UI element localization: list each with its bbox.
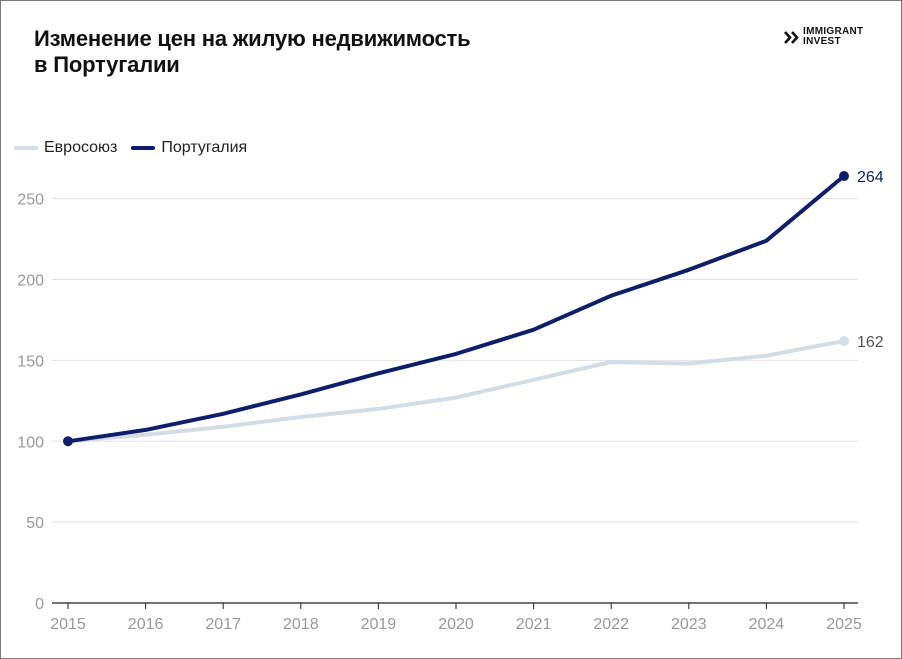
legend-item-eu: Евросоюз [14, 139, 117, 157]
x-axis [52, 602, 858, 609]
brand-logo: IMMIGRANT INVEST [784, 27, 884, 49]
series-line-eu [66, 339, 846, 444]
brand-line-1: IMMIGRANT [803, 26, 864, 37]
x-tick-label-2019: 2019 [361, 616, 397, 633]
x-tick-label-2024: 2024 [749, 616, 785, 633]
brand-line-2: INVEST [803, 36, 841, 47]
y-tick-label-250: 250 [17, 192, 44, 209]
end-point-portugal [839, 171, 849, 182]
y-tick-label-50: 50 [26, 515, 44, 532]
x-tick-label-2017: 2017 [205, 616, 241, 633]
y-tick-labels: 0 50 100 150 200 250 [17, 192, 44, 613]
chart-title-line-2: в Португалии [34, 52, 180, 77]
x-tick-label-2020: 2020 [438, 616, 474, 633]
end-label-eu: 162 [857, 334, 884, 351]
series-line-portugal [66, 174, 846, 444]
series-lines [66, 174, 846, 444]
chart-title: Изменение цен на жилую недвижимость в По… [34, 26, 471, 78]
x-tick-label-2022: 2022 [593, 616, 629, 633]
x-tick-labels: 2015 2016 2017 2018 2019 2020 2021 2022 2023 2024… [50, 616, 862, 633]
x-tick-label-2021: 2021 [516, 616, 552, 633]
end-point-eu [839, 335, 849, 346]
end-label-portugal: 264 [857, 169, 884, 186]
legend-label-eu: Евросоюз [44, 139, 118, 156]
series-markers [63, 171, 849, 447]
y-tick-label-0: 0 [35, 596, 44, 613]
x-tick-label-2015: 2015 [50, 616, 86, 633]
x-tick-label-2023: 2023 [671, 616, 707, 633]
x-tick-label-2016: 2016 [128, 616, 164, 633]
start-point-portugal [63, 436, 73, 447]
legend-swatch-portugal [131, 146, 156, 150]
y-tick-label-100: 100 [17, 434, 44, 451]
double-chevron-icon [784, 31, 799, 44]
legend-item-portugal: Португалия [131, 139, 247, 157]
chart-legend: Евросоюз Португалия [14, 139, 261, 157]
y-tick-label-150: 150 [17, 353, 44, 370]
x-tick-label-2018: 2018 [283, 616, 319, 633]
x-tick-label-2025: 2025 [826, 616, 862, 633]
brand-name: IMMIGRANT INVEST [803, 27, 863, 47]
chart-title-line-1: Изменение цен на жилую недвижимость [34, 26, 471, 51]
end-labels: 162 264 [857, 169, 884, 351]
y-tick-label-200: 200 [17, 273, 44, 290]
grid-lines [52, 198, 858, 523]
legend-swatch-eu [14, 146, 38, 150]
legend-label-portugal: Португалия [161, 139, 248, 156]
